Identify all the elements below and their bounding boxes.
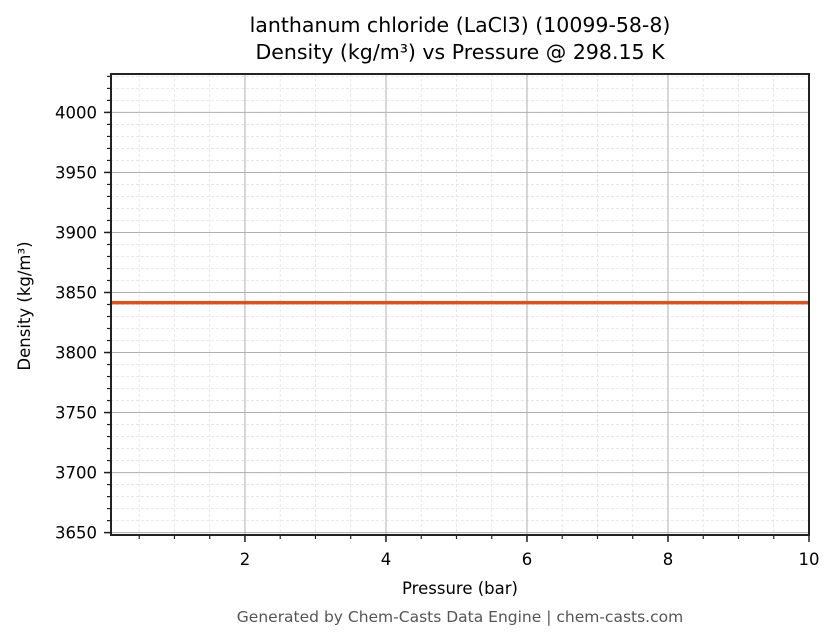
x-tick-label: 4	[381, 550, 392, 569]
y-tick-label: 3750	[55, 404, 97, 423]
plot-frame	[110, 73, 810, 536]
y-tick-labels: 3650 3700 3750 3800 3850 3900 3950 4000	[55, 103, 97, 542]
chart-subtitle: Density (kg/m³) vs Pressure @ 298.15 K	[255, 40, 665, 64]
x-tick-label: 10	[799, 550, 820, 569]
y-tick-label: 3850	[55, 283, 97, 302]
x-tick-label: 2	[240, 550, 251, 569]
minor-grid	[111, 74, 809, 535]
y-tick-label: 3900	[55, 223, 97, 242]
y-tick-label: 3650	[55, 524, 97, 543]
x-tick-label: 6	[522, 550, 533, 569]
y-tick-label: 3800	[55, 344, 97, 363]
footer-credit: Generated by Chem-Casts Data Engine | ch…	[236, 608, 684, 626]
x-tick-labels: 2 4 6 8 10	[240, 550, 820, 569]
y-axis-label: Density (kg/m³)	[15, 241, 34, 370]
x-tick-label: 8	[663, 550, 674, 569]
y-tick-label: 4000	[55, 103, 97, 122]
major-grid	[111, 74, 810, 535]
chart-title: lanthanum chloride (LaCl3) (10099-58-8)	[249, 13, 671, 37]
axis-ticks	[104, 75, 810, 542]
x-axis-label: Pressure (bar)	[402, 579, 518, 598]
y-tick-label: 3700	[55, 464, 97, 483]
y-tick-label: 3950	[55, 163, 97, 182]
